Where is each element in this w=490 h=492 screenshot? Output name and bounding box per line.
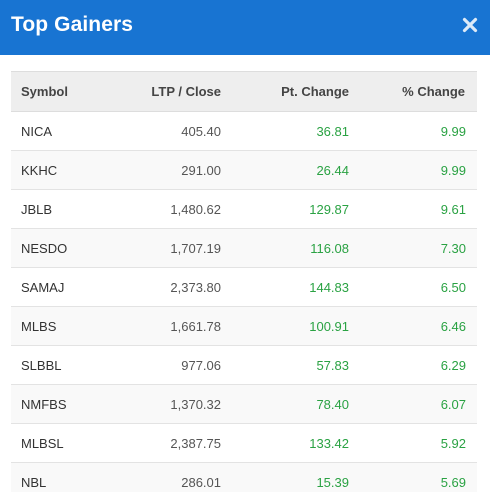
table-row[interactable]: KKHC 291.00 26.44 9.99: [11, 150, 477, 190]
symbol-cell[interactable]: NBL: [21, 474, 47, 490]
pt-change-cell: 129.87: [309, 201, 349, 217]
symbol-cell[interactable]: NICA: [21, 123, 53, 139]
symbol-cell[interactable]: NMFBS: [21, 396, 67, 412]
pt-change-cell: 26.44: [316, 162, 349, 178]
table-header-row: Symbol LTP / Close Pt. Change % Change: [11, 71, 477, 112]
table-body: NICA 405.40 36.81 9.99 KKHC 291.00 26.44 9.99 JB…: [11, 111, 477, 492]
modal-title: Top Gainers: [11, 13, 134, 36]
table-row[interactable]: MLBSL 2,387.75 133.42 5.92: [11, 423, 477, 463]
close-icon[interactable]: [462, 17, 478, 33]
pct-change-cell: 9.99: [440, 162, 466, 178]
column-header-symbol[interactable]: Symbol: [11, 71, 111, 112]
ltp-cell: 977.06: [181, 357, 221, 373]
table-row[interactable]: NBL 286.01 15.39 5.69: [11, 462, 477, 492]
symbol-cell[interactable]: MLBSL: [21, 435, 64, 451]
symbol-cell[interactable]: MLBS: [21, 318, 57, 334]
pct-change-cell: 5.92: [440, 435, 466, 451]
column-header-pct-change[interactable]: % Change: [349, 71, 477, 112]
column-header-ltp[interactable]: LTP / Close: [111, 71, 221, 112]
pct-change-cell: 6.29: [440, 357, 466, 373]
table-row[interactable]: NESDO 1,707.19 116.08 7.30: [11, 228, 477, 268]
pt-change-cell: 100.91: [309, 318, 349, 334]
pct-change-cell: 9.61: [440, 201, 466, 217]
pt-change-cell: 78.40: [316, 396, 349, 412]
pt-change-cell: 36.81: [316, 123, 349, 139]
ltp-cell: 1,370.32: [170, 396, 221, 412]
ltp-cell: 405.40: [181, 123, 221, 139]
table-row[interactable]: MLBS 1,661.78 100.91 6.46: [11, 306, 477, 346]
column-header-pt-change[interactable]: Pt. Change: [221, 71, 349, 112]
pct-change-cell: 9.99: [440, 123, 466, 139]
table-row[interactable]: NMFBS 1,370.32 78.40 6.07: [11, 384, 477, 424]
pct-change-cell: 6.46: [440, 318, 466, 334]
table-row[interactable]: SLBBL 977.06 57.83 6.29: [11, 345, 477, 385]
table-row[interactable]: SAMAJ 2,373.80 144.83 6.50: [11, 267, 477, 307]
modal-header: Top Gainers: [0, 0, 490, 55]
pt-change-cell: 57.83: [316, 357, 349, 373]
ltp-cell: 286.01: [181, 474, 221, 490]
ltp-cell: 2,387.75: [170, 435, 221, 451]
pct-change-cell: 5.69: [440, 474, 466, 490]
pt-change-cell: 15.39: [316, 474, 349, 490]
pt-change-cell: 144.83: [309, 279, 349, 295]
pct-change-cell: 6.50: [440, 279, 466, 295]
gainers-table: Symbol LTP / Close Pt. Change % Change N…: [11, 71, 477, 492]
ltp-cell: 1,480.62: [170, 201, 221, 217]
symbol-cell[interactable]: NESDO: [21, 240, 68, 256]
table-row[interactable]: JBLB 1,480.62 129.87 9.61: [11, 189, 477, 229]
table-row[interactable]: NICA 405.40 36.81 9.99: [11, 111, 477, 151]
pt-change-cell: 133.42: [309, 435, 349, 451]
symbol-cell[interactable]: SAMAJ: [21, 279, 65, 295]
ltp-cell: 2,373.80: [170, 279, 221, 295]
ltp-cell: 1,661.78: [170, 318, 221, 334]
symbol-cell[interactable]: SLBBL: [21, 357, 62, 373]
close-button[interactable]: [462, 17, 478, 33]
symbol-cell[interactable]: KKHC: [21, 162, 58, 178]
pct-change-cell: 7.30: [440, 240, 466, 256]
ltp-cell: 291.00: [181, 162, 221, 178]
symbol-cell[interactable]: JBLB: [21, 201, 53, 217]
pt-change-cell: 116.08: [310, 240, 349, 256]
pct-change-cell: 6.07: [440, 396, 466, 412]
ltp-cell: 1,707.19: [170, 240, 221, 256]
gainers-table-wrapper: Symbol LTP / Close Pt. Change % Change N…: [11, 71, 477, 492]
